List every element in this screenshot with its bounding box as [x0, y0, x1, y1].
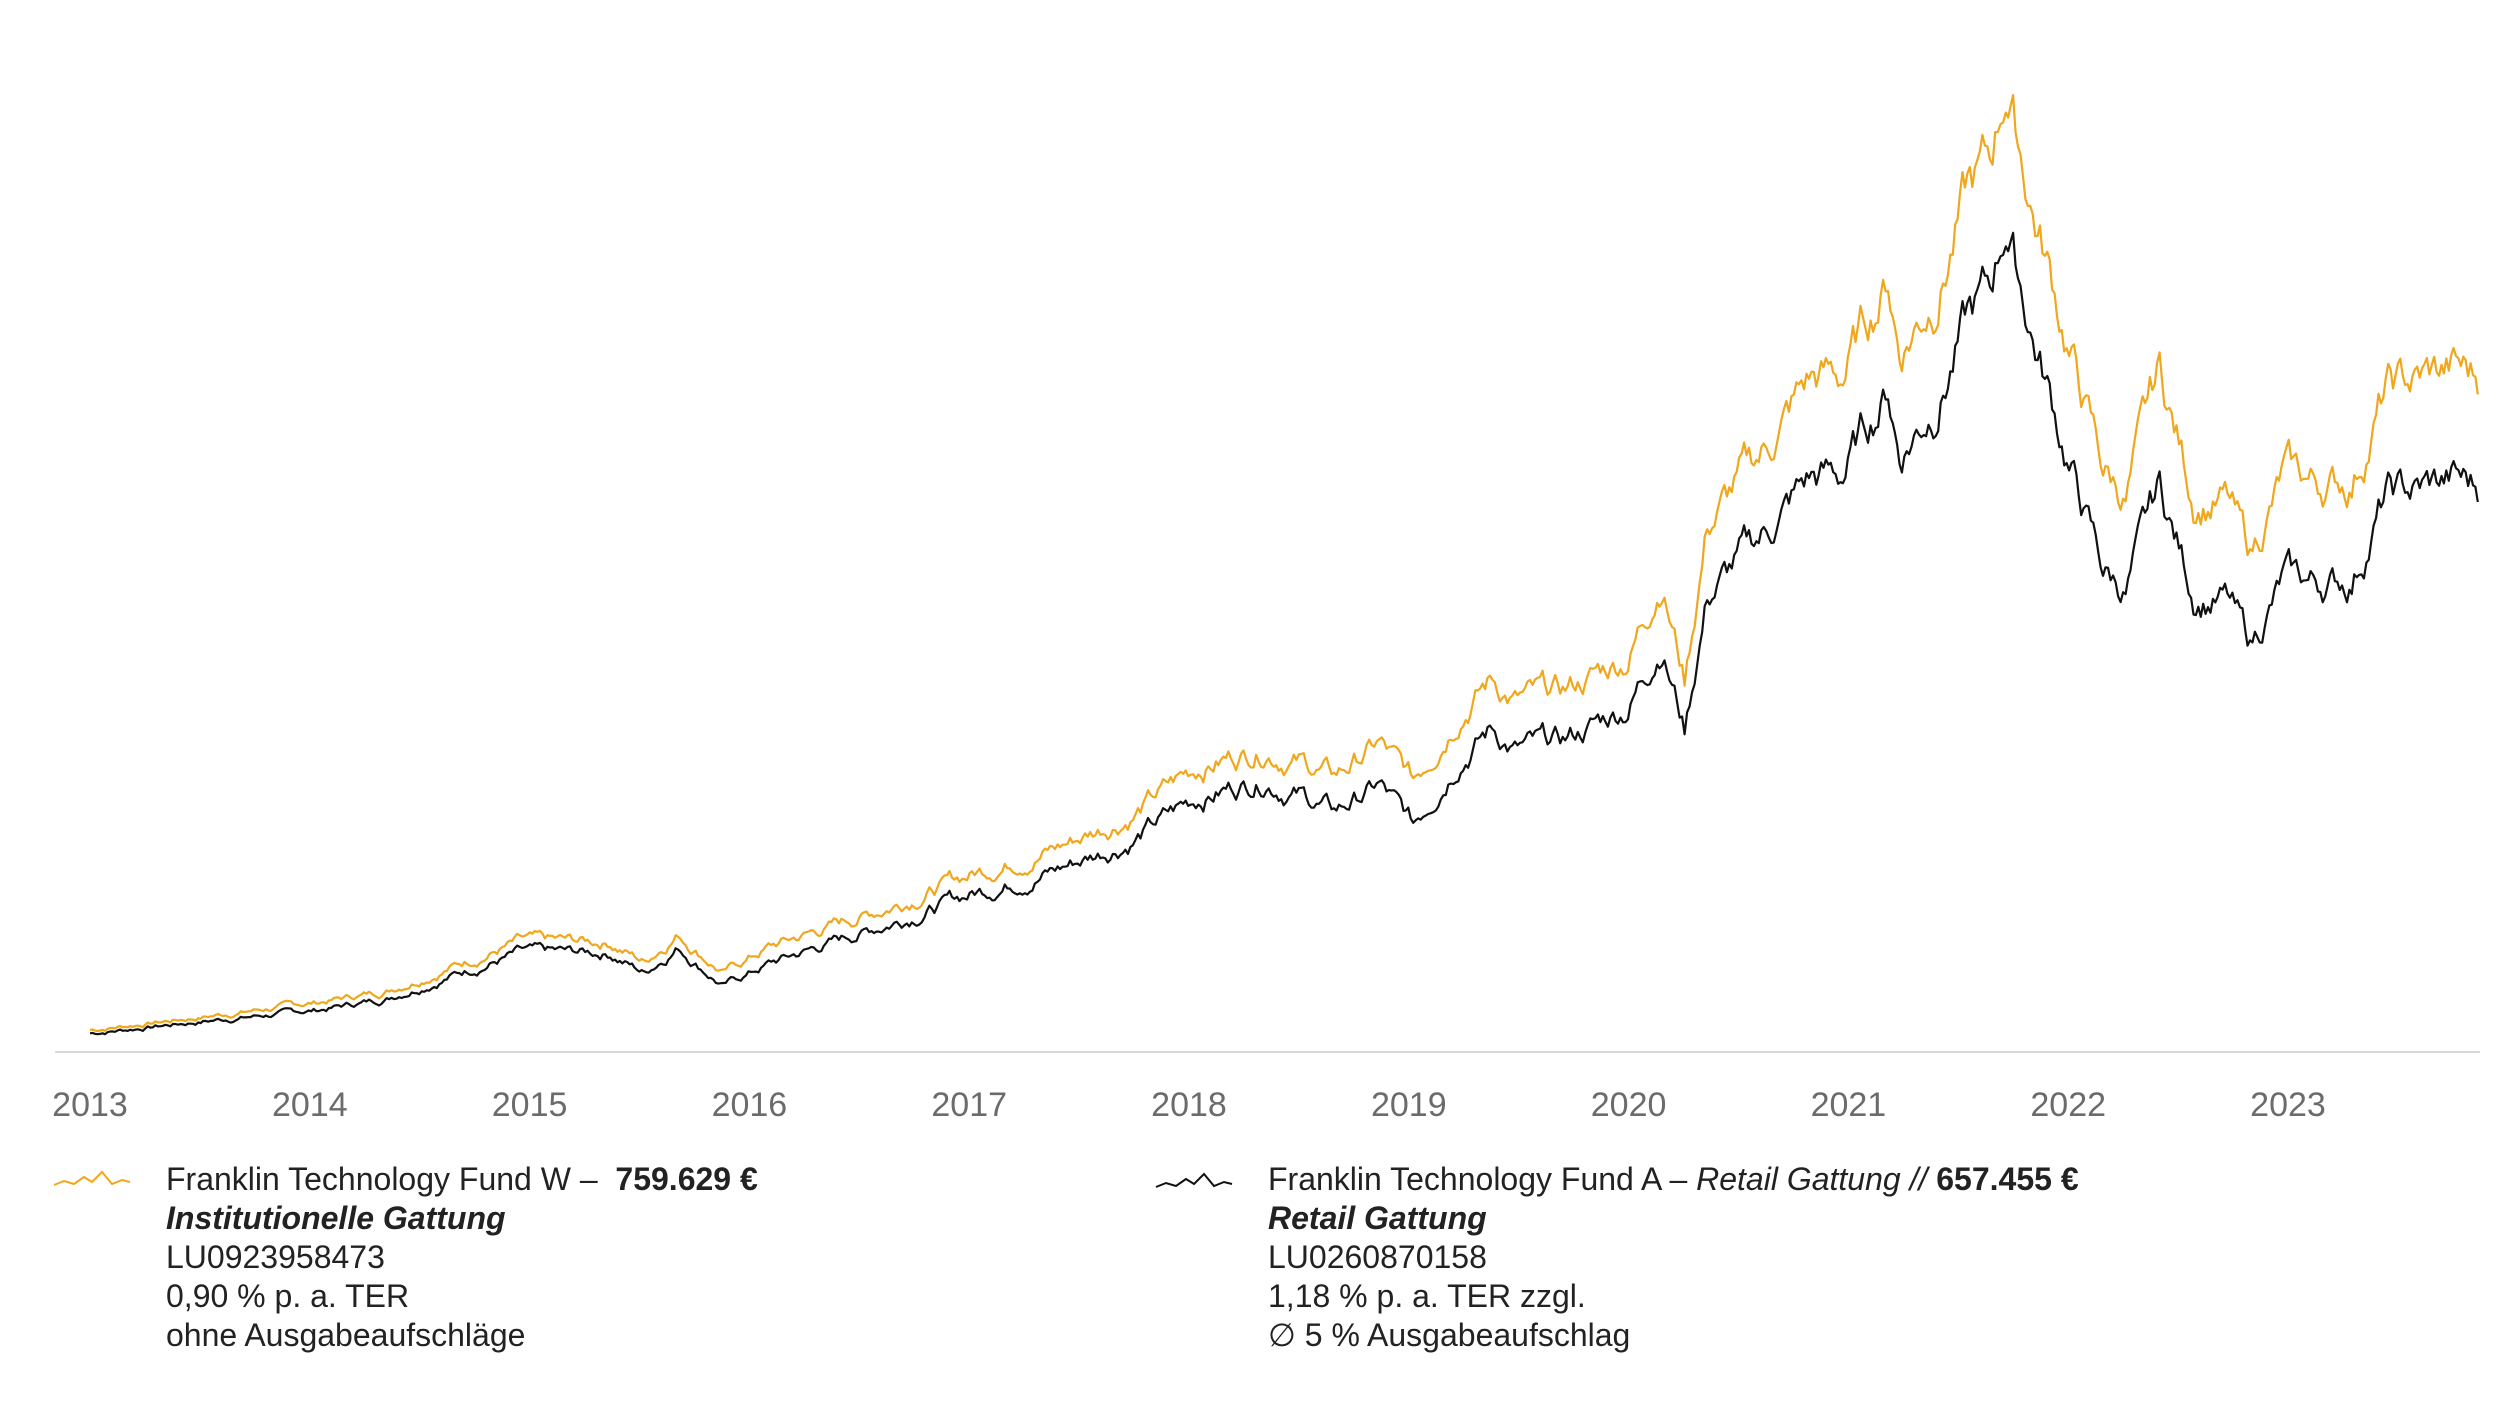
fund-w-isin: LU0923958473 — [166, 1239, 385, 1275]
legend-fund-w-title-row: Franklin Technology Fund W – 759.629 € — [52, 1160, 758, 1199]
fund-w-details: Institutionelle Gattung LU0923958473 0,9… — [166, 1199, 758, 1355]
x-tick-labels: 2013 2014 2015 2016 2017 2018 2019 2020 2021 2022… — [52, 1086, 2326, 1124]
x-tick-label: 2022 — [2030, 1086, 2106, 1124]
fund-a-details: Retail Gattung LU0260870158 1,18 % p. a.… — [1268, 1199, 2079, 1355]
x-tick-label: 2023 — [2250, 1086, 2326, 1124]
x-tick-label: 2018 — [1151, 1086, 1227, 1124]
fund-a-ter: 1,18 % p. a. TER zzgl. — [1268, 1278, 1586, 1314]
fund-a-isin: LU0260870158 — [1268, 1239, 1487, 1275]
fund-a-gattung: Retail Gattung — [1268, 1200, 1487, 1236]
performance-chart: 2013 2014 2015 2016 2017 2018 2019 2020 2021 2022… — [52, 94, 2480, 1124]
fund-w-gattung: Institutionelle Gattung — [166, 1200, 506, 1236]
fund-a-fee: ∅ 5 % Ausgabeaufschlag — [1268, 1317, 1631, 1353]
x-tick-label: 2015 — [492, 1086, 568, 1124]
fund-a-value: 657.455 € — [1936, 1161, 2079, 1197]
legend-fund-w: Franklin Technology Fund W – 759.629 € I… — [52, 1160, 758, 1355]
x-tick-label: 2020 — [1591, 1086, 1667, 1124]
black-line-swatch-icon — [1155, 1172, 1233, 1188]
fund-a-retail-inline: Retail Gattung // — [1696, 1161, 1928, 1197]
fund-w-ter: 0,90 % p. a. TER — [166, 1278, 410, 1314]
fund-w-name: Franklin Technology Fund W – — [166, 1161, 598, 1197]
x-tick-label: 2021 — [1811, 1086, 1887, 1124]
series-line-fund-a — [89, 231, 2479, 1036]
x-tick-label: 2013 — [52, 1086, 128, 1124]
fund-w-value: 759.629 € — [615, 1161, 758, 1197]
x-tick-label: 2014 — [272, 1086, 348, 1124]
fund-w-fee: ohne Ausgabeaufschläge — [166, 1317, 526, 1353]
orange-line-swatch-icon — [53, 1170, 131, 1186]
legend-fund-a: Franklin Technology Fund A – Retail Gatt… — [1154, 1160, 2079, 1355]
series-layer — [89, 94, 2479, 1036]
x-tick-label: 2019 — [1371, 1086, 1447, 1124]
series-line-fund-w — [89, 94, 2479, 1033]
x-tick-label: 2017 — [931, 1086, 1007, 1124]
fund-a-name: Franklin Technology Fund A – — [1268, 1161, 1688, 1197]
legend-fund-a-title-row: Franklin Technology Fund A – Retail Gatt… — [1154, 1160, 2079, 1199]
x-tick-label: 2016 — [712, 1086, 788, 1124]
